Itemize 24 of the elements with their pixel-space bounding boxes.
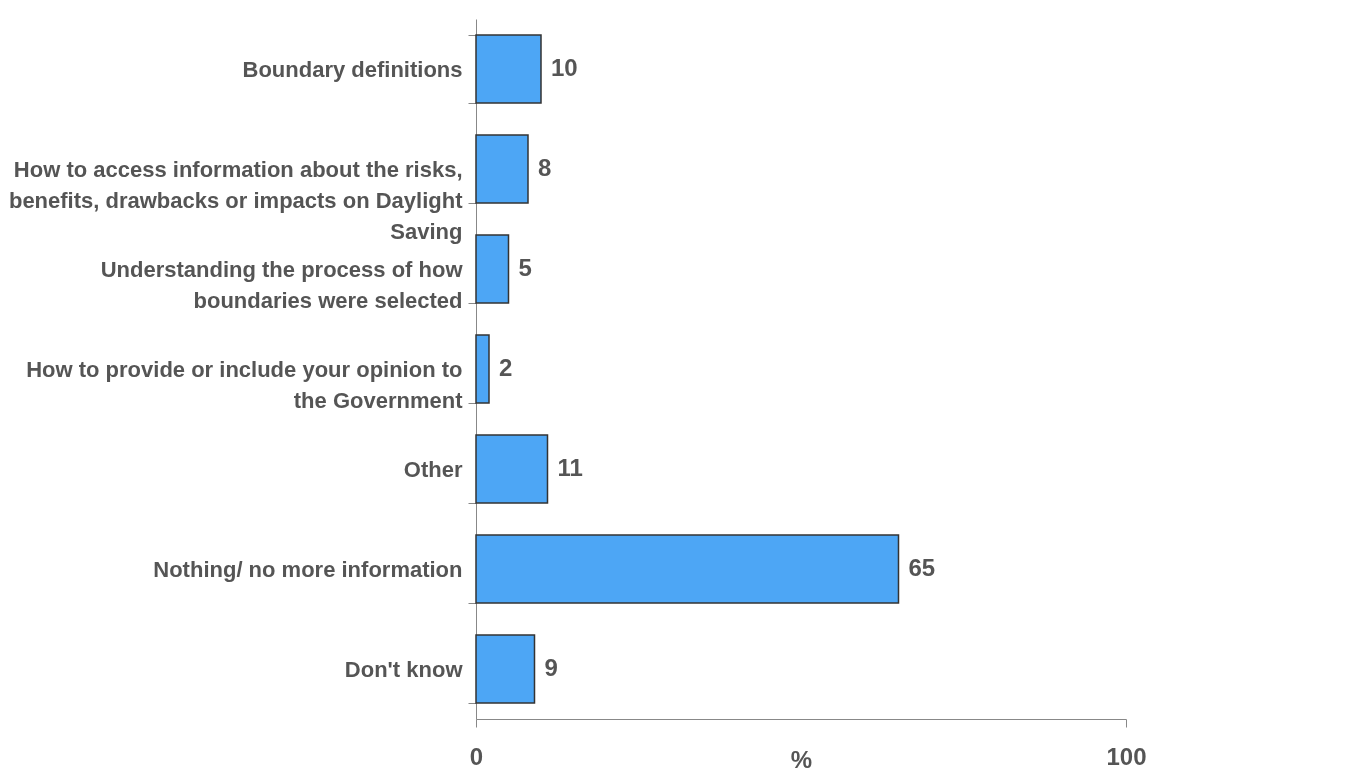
y-tick-label: How to access information about the risks, benefits, drawbacks or impacts on Daylight Saving [8, 156, 464, 244]
data-label: 5 [518, 254, 532, 281]
data-label: 8 [538, 154, 552, 181]
y-tick-label: How to provide or include your opinion to the Government [26, 356, 464, 413]
y-tick-label: Nothing/ no more information [153, 556, 463, 582]
bar [475, 134, 529, 204]
bar [475, 534, 900, 604]
data-label: 65 [908, 554, 936, 581]
y-tick-label: Understanding the process of how boundaries were selected [100, 256, 464, 313]
y-tick-label: Boundary definitions [242, 56, 463, 82]
bar [475, 334, 490, 404]
y-tick-label: Other [403, 456, 463, 482]
data-label: 2 [499, 354, 513, 381]
data-label: 10 [551, 54, 578, 81]
bar [475, 634, 536, 704]
bar [475, 34, 542, 104]
data-label: 11 [557, 454, 583, 481]
y-tick-label: Don't know [344, 656, 464, 682]
x-tick-label: 0 [469, 742, 484, 770]
bar [475, 434, 549, 504]
data-label: 9 [544, 654, 558, 681]
x-tick-label: 100 [1106, 742, 1147, 770]
bar [475, 234, 510, 304]
x-axis-title: % [790, 745, 813, 773]
